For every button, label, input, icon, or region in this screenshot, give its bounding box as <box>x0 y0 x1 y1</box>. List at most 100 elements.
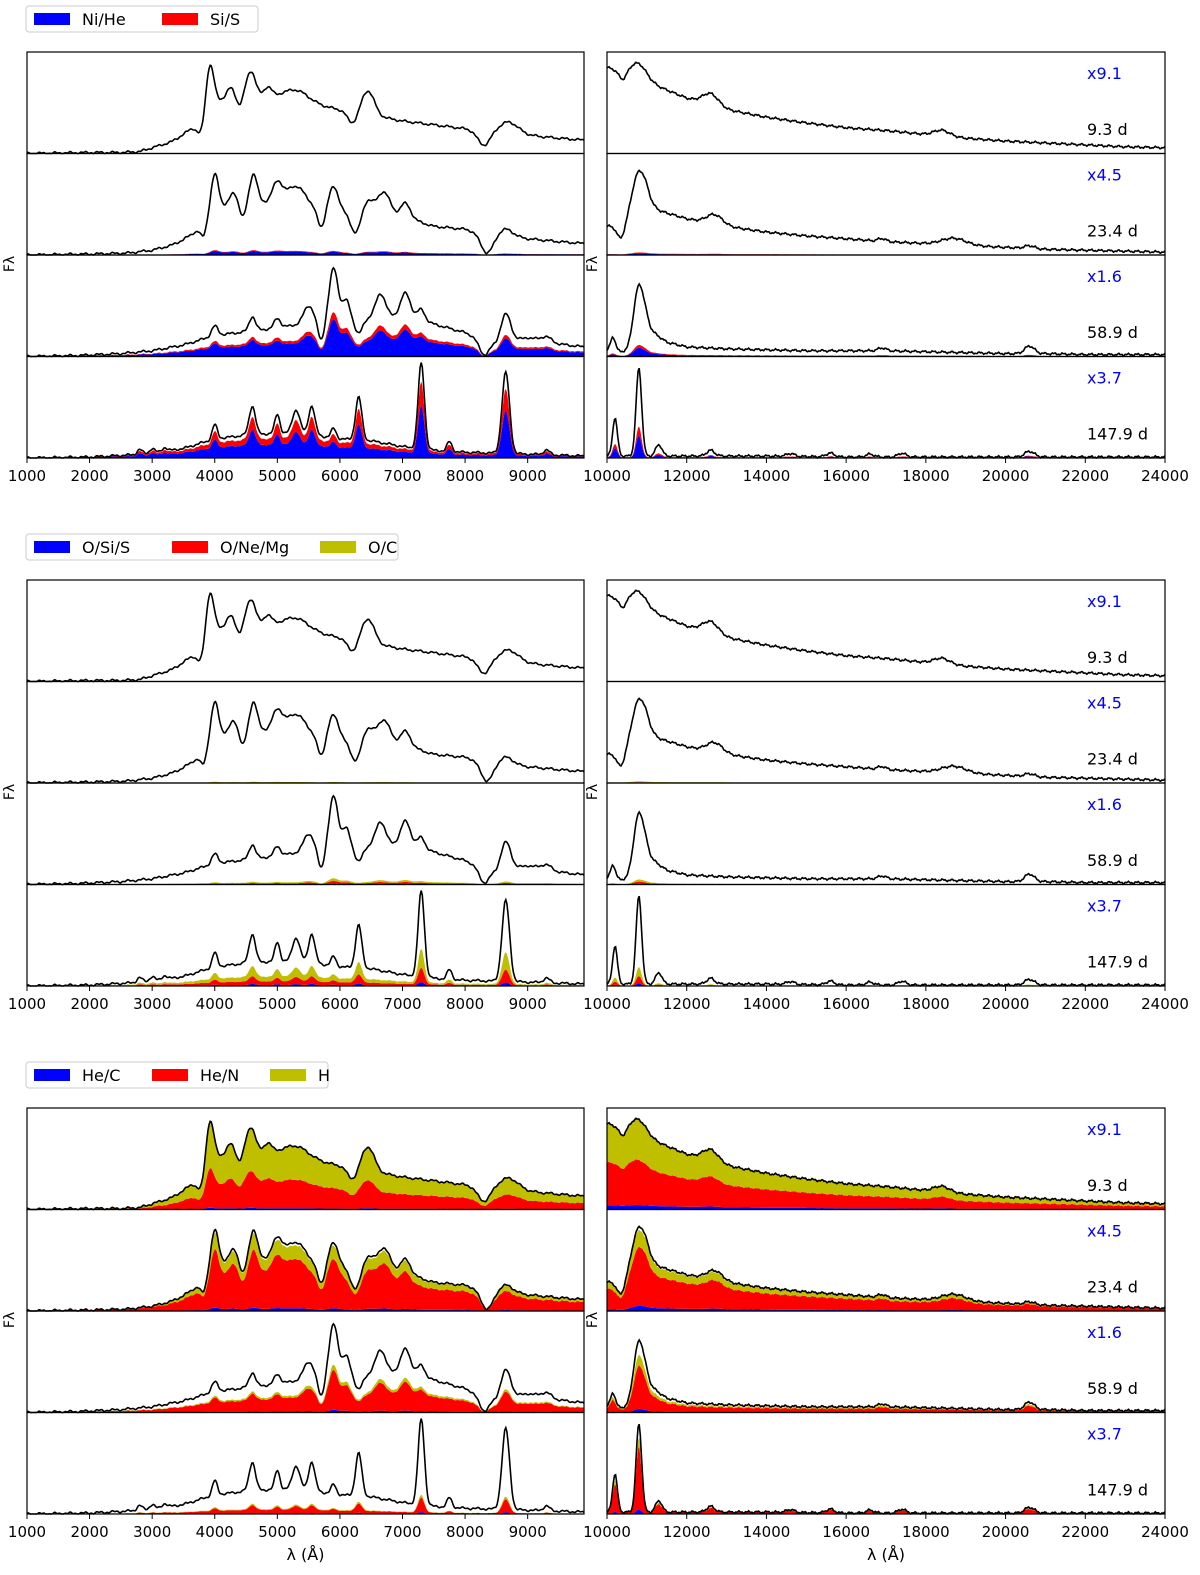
x-tick-label-opt-3000-g2: 3000 <box>133 995 171 1013</box>
area-o-ne-mg-g2-r3-opt <box>27 881 584 885</box>
scale-factor-g1-r3: x1.6 <box>1087 267 1122 286</box>
x-tick-label-opt-9000-g3: 9000 <box>509 1523 547 1541</box>
x-tick-label-nir-12000-g1: 12000 <box>663 467 711 485</box>
area-si-s-g1-r2-nir <box>607 252 1165 255</box>
panel-frame-g2-r2-opt <box>26 680 585 784</box>
panel-frame-g1-r4-nir <box>606 355 1166 459</box>
x-tick-label-opt-7000-g1: 7000 <box>383 467 421 485</box>
spectrum-line-g1-r4-opt <box>26 362 585 459</box>
area-he-n-g3-r3-opt <box>27 1370 584 1413</box>
area-ni-he-g1-r4-opt <box>27 405 584 458</box>
area-he-c-g3-r3-opt <box>27 1409 584 1413</box>
y-axis-label-opt-g3: Fλ <box>2 1312 18 1328</box>
x-tick-label-nir-10000-g2: 10000 <box>583 995 631 1013</box>
epoch-label-g2-r2: 23.4 d <box>1087 750 1138 769</box>
area-he-c-g3-r2-opt <box>27 1307 584 1311</box>
area-he-n-g3-r1-nir <box>607 1159 1165 1210</box>
epoch-label-g3-r1: 9.3 d <box>1087 1176 1128 1195</box>
legend-swatch-he-c <box>34 1069 70 1081</box>
spectrum-line-g2-r2-nir <box>606 697 1166 782</box>
x-tick-label-nir-20000-g1: 20000 <box>982 467 1030 485</box>
scale-factor-g3-r1: x9.1 <box>1087 1120 1122 1139</box>
x-tick-label-opt-5000-g3: 5000 <box>258 1523 296 1541</box>
x-tick-label-nir-18000-g1: 18000 <box>902 467 950 485</box>
y-axis-label-opt-g1: Fλ <box>2 256 18 272</box>
x-tick-label-nir-14000-g3: 14000 <box>743 1523 791 1541</box>
epoch-label-g1-r3: 58.9 d <box>1087 323 1138 342</box>
x-tick-label-opt-6000-g1: 6000 <box>321 467 359 485</box>
scale-factor-g3-r4: x3.7 <box>1087 1425 1122 1444</box>
x-tick-label-nir-22000-g1: 22000 <box>1061 467 1109 485</box>
panel-frame-g3-r4-nir <box>606 1411 1166 1515</box>
spectrum-line-g3-r1-nir <box>606 1117 1166 1206</box>
x-tick-label-nir-24000-g3: 24000 <box>1141 1523 1189 1541</box>
spectrum-line-g2-r4-nir <box>606 895 1166 988</box>
legend-swatch-o-si-s <box>34 541 70 553</box>
area-h-g3-r1-nir <box>607 1118 1165 1207</box>
legend-label-o-c: O/C <box>368 538 397 557</box>
area-he-n-g3-r1-opt <box>27 1168 584 1210</box>
spectrum-line-g1-r2-opt <box>26 172 585 256</box>
spectrum-line-g2-r4-opt <box>26 890 585 987</box>
x-tick-label-opt-4000-g2: 4000 <box>196 995 234 1013</box>
y-axis-label-nir-g1: Fλ <box>585 256 601 272</box>
x-tick-label-opt-1000-g2: 1000 <box>8 995 46 1013</box>
area-ni-he-g1-r2-opt <box>27 250 584 255</box>
y-axis-label-nir-g3: Fλ <box>585 1312 601 1328</box>
scale-factor-g1-r4: x3.7 <box>1087 369 1122 388</box>
scale-factor-g3-r3: x1.6 <box>1087 1323 1122 1342</box>
x-tick-label-nir-24000-g2: 24000 <box>1141 995 1189 1013</box>
epoch-label-g1-r2: 23.4 d <box>1087 222 1138 241</box>
area-ni-he-g1-r3-opt <box>27 319 584 357</box>
legend-label-he-c: He/C <box>82 1066 120 1085</box>
x-tick-label-nir-20000-g3: 20000 <box>982 1523 1030 1541</box>
area-o-c-g2-r4-opt <box>27 948 584 986</box>
legend-label-h: H <box>318 1066 330 1085</box>
x-tick-label-opt-4000-g3: 4000 <box>196 1523 234 1541</box>
panel-frame-g3-r3-nir <box>606 1310 1166 1414</box>
x-tick-label-opt-9000-g2: 9000 <box>509 995 547 1013</box>
y-axis-label-nir-g2: Fλ <box>585 784 601 800</box>
panel-frame-g2-r1-nir <box>606 579 1166 683</box>
x-axis-label-nir: λ (Å) <box>867 1545 905 1564</box>
x-tick-label-nir-18000-g3: 18000 <box>902 1523 950 1541</box>
area-ni-he-g1-r4-nir <box>607 435 1165 458</box>
area-h-g3-r4-nir <box>607 1437 1165 1514</box>
legend-label-he-n: He/N <box>200 1066 239 1085</box>
panel-frame-g3-r4-opt <box>26 1411 585 1515</box>
x-tick-label-nir-22000-g2: 22000 <box>1061 995 1109 1013</box>
x-tick-label-nir-16000-g3: 16000 <box>822 1523 870 1541</box>
spectrum-line-g1-r3-nir <box>606 282 1166 358</box>
x-tick-label-opt-2000-g2: 2000 <box>70 995 108 1013</box>
x-tick-label-nir-20000-g2: 20000 <box>982 995 1030 1013</box>
x-tick-label-nir-10000-g1: 10000 <box>583 467 631 485</box>
panel-frame-g1-r4-opt <box>26 355 585 459</box>
legend-swatch-h <box>270 1069 306 1081</box>
legend-swatch-si-s <box>162 13 198 25</box>
panel-frame-g1-r2-opt <box>26 152 585 256</box>
scale-factor-g2-r3: x1.6 <box>1087 795 1122 814</box>
x-tick-label-nir-12000-g3: 12000 <box>663 1523 711 1541</box>
x-tick-label-opt-4000-g1: 4000 <box>196 467 234 485</box>
panel-frame-g2-r4-opt <box>26 883 585 987</box>
x-tick-label-nir-16000-g1: 16000 <box>822 467 870 485</box>
scale-factor-g2-r4: x3.7 <box>1087 897 1122 916</box>
spectrum-line-g2-r1-nir <box>606 589 1166 678</box>
epoch-label-g1-r4: 147.9 d <box>1087 425 1148 444</box>
area-o-si-s-g2-r4-opt <box>27 982 584 986</box>
scale-factor-g1-r2: x4.5 <box>1087 166 1122 185</box>
spectrum-line-g1-r2-nir <box>606 169 1166 254</box>
area-si-s-g1-r3-opt <box>27 312 584 357</box>
legend-box-group-2 <box>25 533 399 561</box>
x-tick-label-opt-7000-g2: 7000 <box>383 995 421 1013</box>
x-tick-label-opt-9000-g1: 9000 <box>509 467 547 485</box>
x-tick-label-nir-24000-g1: 24000 <box>1141 467 1189 485</box>
legend-box-group-1 <box>25 5 259 33</box>
epoch-label-g3-r4: 147.9 d <box>1087 1481 1148 1500</box>
x-tick-label-nir-10000-g3: 10000 <box>583 1523 631 1541</box>
area-o-c-g2-r3-opt <box>27 878 584 885</box>
spectrum-line-g3-r3-nir <box>606 1338 1166 1414</box>
legend-swatch-o-ne-mg <box>172 541 208 553</box>
area-he-n-g3-r4-nir <box>607 1446 1165 1514</box>
x-tick-label-opt-1000-g1: 1000 <box>8 467 46 485</box>
